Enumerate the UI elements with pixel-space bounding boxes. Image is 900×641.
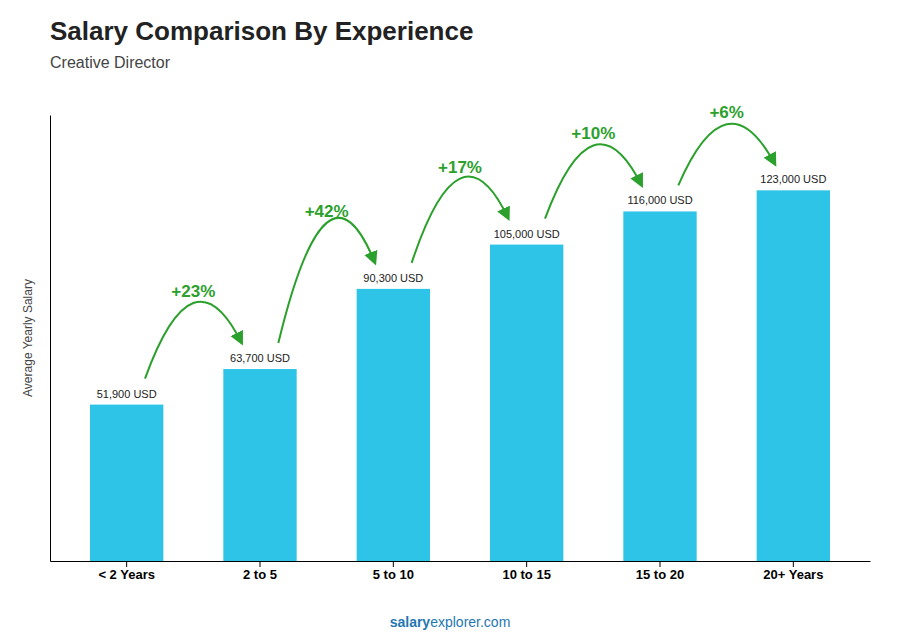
data-label: 123,000 USD xyxy=(760,173,826,185)
x-tick-label: 10 to 15 xyxy=(502,567,550,582)
x-tick-label: 15 to 20 xyxy=(636,567,684,582)
x-tick: 2 to 5 xyxy=(243,561,277,582)
bar xyxy=(490,245,563,561)
title: Salary Comparison By Experience xyxy=(50,16,473,46)
data-label: 51,900 USD xyxy=(97,388,157,400)
x-tick-mark xyxy=(793,561,794,567)
annotation: +10% xyxy=(571,124,615,143)
chart: Salary Comparison By Experience Creative … xyxy=(0,0,900,641)
x-tick-label: 20+ Years xyxy=(763,567,823,582)
x-tick-mark xyxy=(393,561,394,567)
x-tick: 15 to 20 xyxy=(636,561,684,582)
labels: 51,900 USD 63,700 USD 90,300 USD 105,000 US… xyxy=(97,103,827,399)
x-tick-mark xyxy=(660,561,661,567)
bar xyxy=(357,289,430,561)
x-tick-mark xyxy=(126,561,127,567)
subtitle: Creative Director xyxy=(50,54,171,71)
x-tick-label: 5 to 10 xyxy=(373,567,414,582)
x-axis: < 2 Years 2 to 5 5 to 10 10 to 15 15 to 20 20… xyxy=(51,561,871,582)
arrow xyxy=(145,302,242,379)
x-tick: 10 to 15 xyxy=(502,561,550,582)
x-tick: < 2 Years xyxy=(98,561,155,582)
footer: salaryexplorer.com xyxy=(390,614,511,630)
y-axis-line xyxy=(50,116,51,562)
x-axis-line xyxy=(51,561,871,562)
arrow xyxy=(412,177,509,263)
annotation: +6% xyxy=(709,103,744,122)
bar xyxy=(90,405,163,561)
footer-part: explorer.com xyxy=(430,614,510,630)
data-label: 105,000 USD xyxy=(494,228,560,240)
x-tick-mark xyxy=(260,561,261,567)
data-label: 116,000 USD xyxy=(627,194,692,206)
annotation: +17% xyxy=(438,158,482,177)
footer-part: salary xyxy=(390,614,431,630)
arrow xyxy=(678,124,775,186)
arrow xyxy=(545,144,642,218)
bars xyxy=(90,190,830,561)
x-tick-mark xyxy=(526,561,527,567)
data-label: 63,700 USD xyxy=(230,352,290,364)
data-label: 90,300 USD xyxy=(363,272,423,284)
x-tick-label: < 2 Years xyxy=(98,567,155,582)
annotation: +42% xyxy=(305,202,349,221)
x-tick-label: 2 to 5 xyxy=(243,567,277,582)
arrow xyxy=(278,218,375,343)
y-axis-label: Average Yearly Salary xyxy=(21,279,35,397)
x-tick: 5 to 10 xyxy=(373,561,414,582)
bar xyxy=(223,369,296,561)
plot: < 2 Years 2 to 5 5 to 10 10 to 15 15 to 20 20… xyxy=(51,103,871,582)
bar xyxy=(623,211,696,561)
x-tick: 20+ Years xyxy=(763,561,823,582)
annotation: +23% xyxy=(171,282,215,301)
bar xyxy=(757,190,830,561)
y-axis xyxy=(50,116,51,562)
